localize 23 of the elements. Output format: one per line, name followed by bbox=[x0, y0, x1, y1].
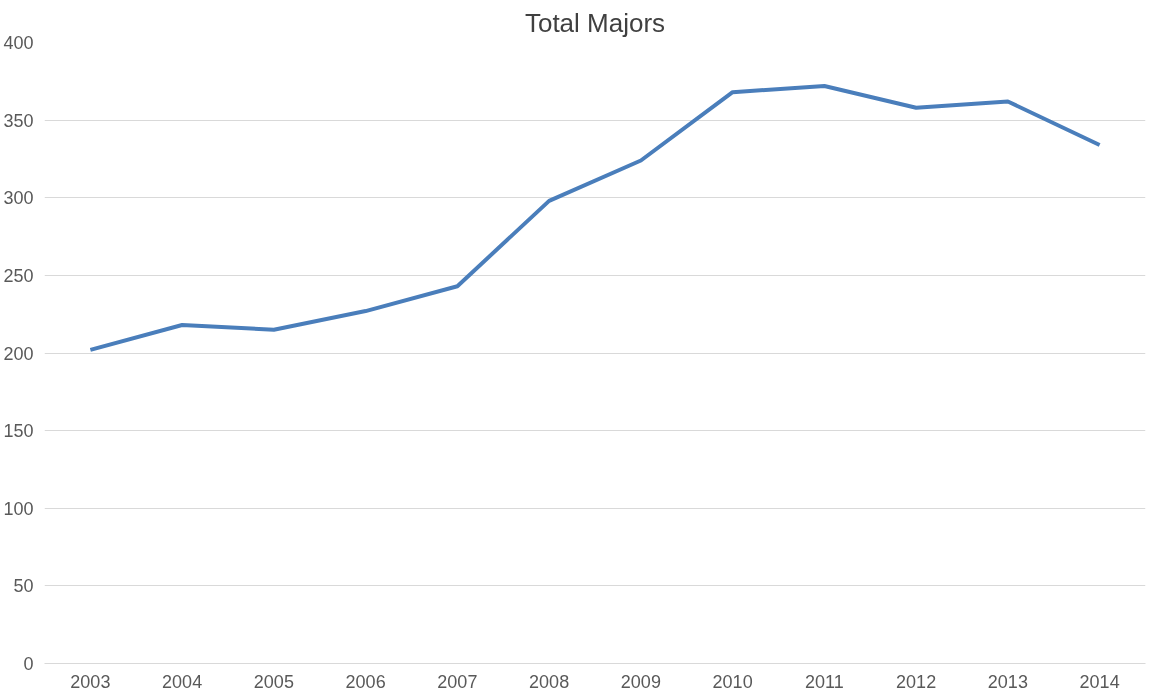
y-tick-label: 200 bbox=[3, 343, 34, 364]
x-tick-label: 2004 bbox=[162, 671, 203, 692]
x-tick-label: 2010 bbox=[712, 671, 753, 692]
x-tick-label: 2008 bbox=[529, 671, 570, 692]
y-tick-label: 150 bbox=[3, 421, 34, 442]
y-tick-label: 400 bbox=[3, 33, 34, 53]
x-tick-label: 2011 bbox=[805, 671, 844, 692]
chart-title: Total Majors bbox=[524, 7, 666, 38]
x-tick-label: 2012 bbox=[896, 671, 937, 692]
x-tick-label: 2007 bbox=[437, 671, 478, 692]
x-tick-label: 2014 bbox=[1079, 671, 1120, 692]
x-tick-label: 2005 bbox=[253, 671, 294, 692]
y-tick-label: 50 bbox=[13, 576, 34, 597]
x-tick-label: 2013 bbox=[987, 671, 1028, 692]
y-tick-label: 350 bbox=[3, 110, 34, 131]
y-tick-label: 0 bbox=[23, 654, 34, 674]
y-tick-label: 250 bbox=[3, 265, 34, 286]
x-tick-label: 2003 bbox=[70, 671, 111, 692]
y-tick-label: 100 bbox=[3, 498, 34, 519]
x-tick-label: 2009 bbox=[620, 671, 661, 692]
line-series bbox=[88, 83, 1102, 352]
x-tick-label: 2006 bbox=[345, 671, 386, 692]
y-tick-label: 300 bbox=[3, 188, 34, 209]
